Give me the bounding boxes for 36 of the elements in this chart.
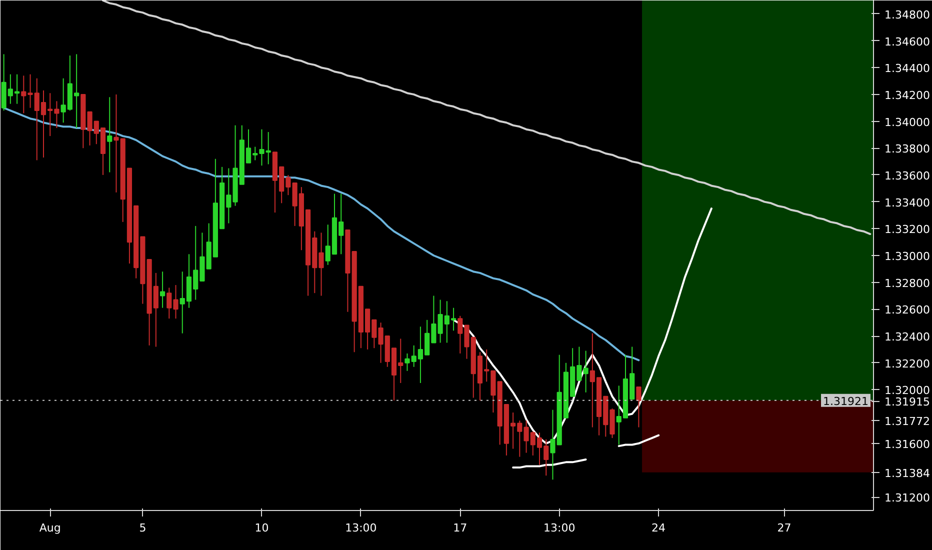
candlestick — [160, 271, 166, 308]
x-tick-label: 27 — [777, 522, 792, 534]
y-tick-label: 1.32400 — [884, 330, 930, 344]
x-tick-label: 24 — [652, 522, 666, 534]
candlestick — [636, 386, 642, 428]
x-tick-label: 10 — [254, 522, 269, 534]
y-tick-label: 1.32200 — [884, 357, 930, 370]
y-tick-label: 1.34000 — [884, 116, 930, 129]
y-tick-label: 1.33200 — [884, 223, 930, 236]
x-tick-label: 13:00 — [345, 522, 377, 534]
y-tick-label: 1.32800 — [884, 276, 930, 290]
line-series — [102, 0, 872, 236]
y-tick-label: 1.34600 — [884, 35, 930, 48]
line-series — [618, 434, 660, 448]
y-tick-label: 1.33800 — [884, 142, 930, 156]
y-tick-label: 1.33600 — [884, 169, 930, 182]
x-tick-label: 13:00 — [544, 522, 576, 534]
y-tick-label: 1.34800 — [884, 8, 930, 22]
y-tick-label: 1.31915 — [884, 396, 930, 409]
ref-line-label: 1.31921 — [823, 394, 869, 408]
y-tick-label: 1.31600 — [884, 438, 930, 451]
y-tick-label: 1.33400 — [884, 196, 930, 210]
y-tick-label: 1.34200 — [884, 88, 930, 102]
y-tick-label: 1.32000 — [884, 384, 930, 398]
band-label: 1.31384 — [884, 466, 930, 480]
x-tick-label: 17 — [453, 522, 468, 534]
line-series — [512, 458, 587, 469]
x-tick-label: 5 — [139, 522, 146, 534]
candlestick — [583, 350, 588, 393]
x-tick-label: Aug — [39, 522, 61, 534]
y-tick-label: 1.34400 — [884, 62, 930, 76]
y-tick-label: 1.31772 — [884, 414, 930, 428]
y-tick-label: 1.32600 — [884, 304, 930, 317]
candlestick — [107, 96, 112, 173]
y-tick-label: 1.33000 — [884, 250, 930, 263]
y-tick-label: 1.31200 — [884, 492, 930, 505]
